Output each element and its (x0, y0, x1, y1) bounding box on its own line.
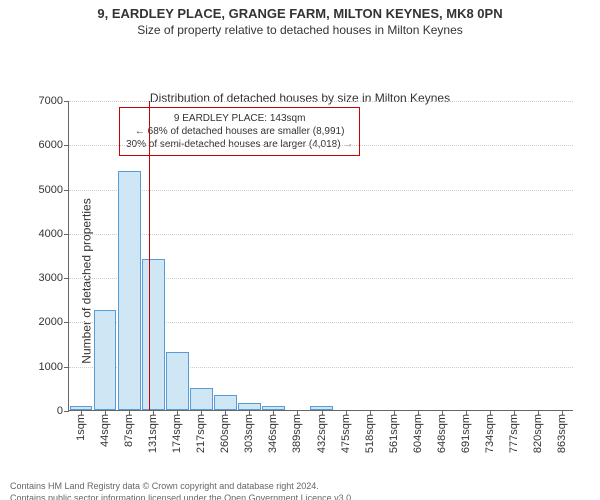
xtick-label: 346sqm (267, 410, 279, 453)
footer-line1: Contains HM Land Registry data © Crown c… (10, 481, 590, 493)
ytick-label: 4000 (39, 228, 69, 240)
xtick-label: 174sqm (171, 410, 183, 453)
xtick-label: 1sqm (75, 410, 87, 441)
ytick-label: 7000 (39, 95, 69, 107)
xtick-label: 44sqm (99, 410, 111, 447)
xtick-label: 217sqm (195, 410, 207, 453)
gridline (69, 145, 573, 146)
xtick-label: 648sqm (436, 410, 448, 453)
xtick-label: 303sqm (243, 410, 255, 453)
reference-line (149, 101, 150, 410)
gridline (69, 234, 573, 235)
annotation-line1: 9 EARDLEY PLACE: 143sqm (126, 112, 353, 125)
xtick-label: 475sqm (340, 410, 352, 453)
bar (214, 395, 237, 411)
bar (166, 352, 189, 410)
xtick-label: 561sqm (388, 410, 400, 453)
gridline (69, 190, 573, 191)
annotation-box: 9 EARDLEY PLACE: 143sqm ← 68% of detache… (119, 107, 360, 156)
bar (238, 403, 261, 410)
xtick-label: 432sqm (316, 410, 328, 453)
xtick-label: 777sqm (508, 410, 520, 453)
page-title: 9, EARDLEY PLACE, GRANGE FARM, MILTON KE… (0, 0, 600, 21)
xtick-label: 604sqm (412, 410, 424, 453)
gridline (69, 101, 573, 102)
ytick-label: 3000 (39, 272, 69, 284)
chart: Number of detached properties 9 EARDLEY … (0, 91, 600, 471)
xtick-label: 87sqm (123, 410, 135, 447)
subtitle: Size of property relative to detached ho… (0, 21, 600, 41)
xtick-label: 518sqm (364, 410, 376, 453)
xtick-label: 820sqm (532, 410, 544, 453)
bar (118, 171, 141, 410)
bar (190, 388, 213, 410)
xtick-label: 260sqm (219, 410, 231, 453)
ytick-label: 6000 (39, 139, 69, 151)
annotation-line2: ← 68% of detached houses are smaller (8,… (126, 125, 353, 138)
xtick-label: 131sqm (147, 410, 159, 453)
ytick-label: 2000 (39, 316, 69, 328)
ytick-label: 1000 (39, 361, 69, 373)
bar (94, 310, 117, 410)
xtick-label: 863sqm (556, 410, 568, 453)
xtick-label: 389sqm (291, 410, 303, 453)
xtick-label: 691sqm (460, 410, 472, 453)
ytick-label: 5000 (39, 184, 69, 196)
footer: Contains HM Land Registry data © Crown c… (0, 471, 600, 500)
plot-area: 9 EARDLEY PLACE: 143sqm ← 68% of detache… (68, 101, 573, 411)
bar (142, 259, 165, 410)
xtick-label: 734sqm (484, 410, 496, 453)
ytick-label: 0 (57, 405, 69, 417)
footer-line2: Contains public sector information licen… (10, 493, 590, 500)
